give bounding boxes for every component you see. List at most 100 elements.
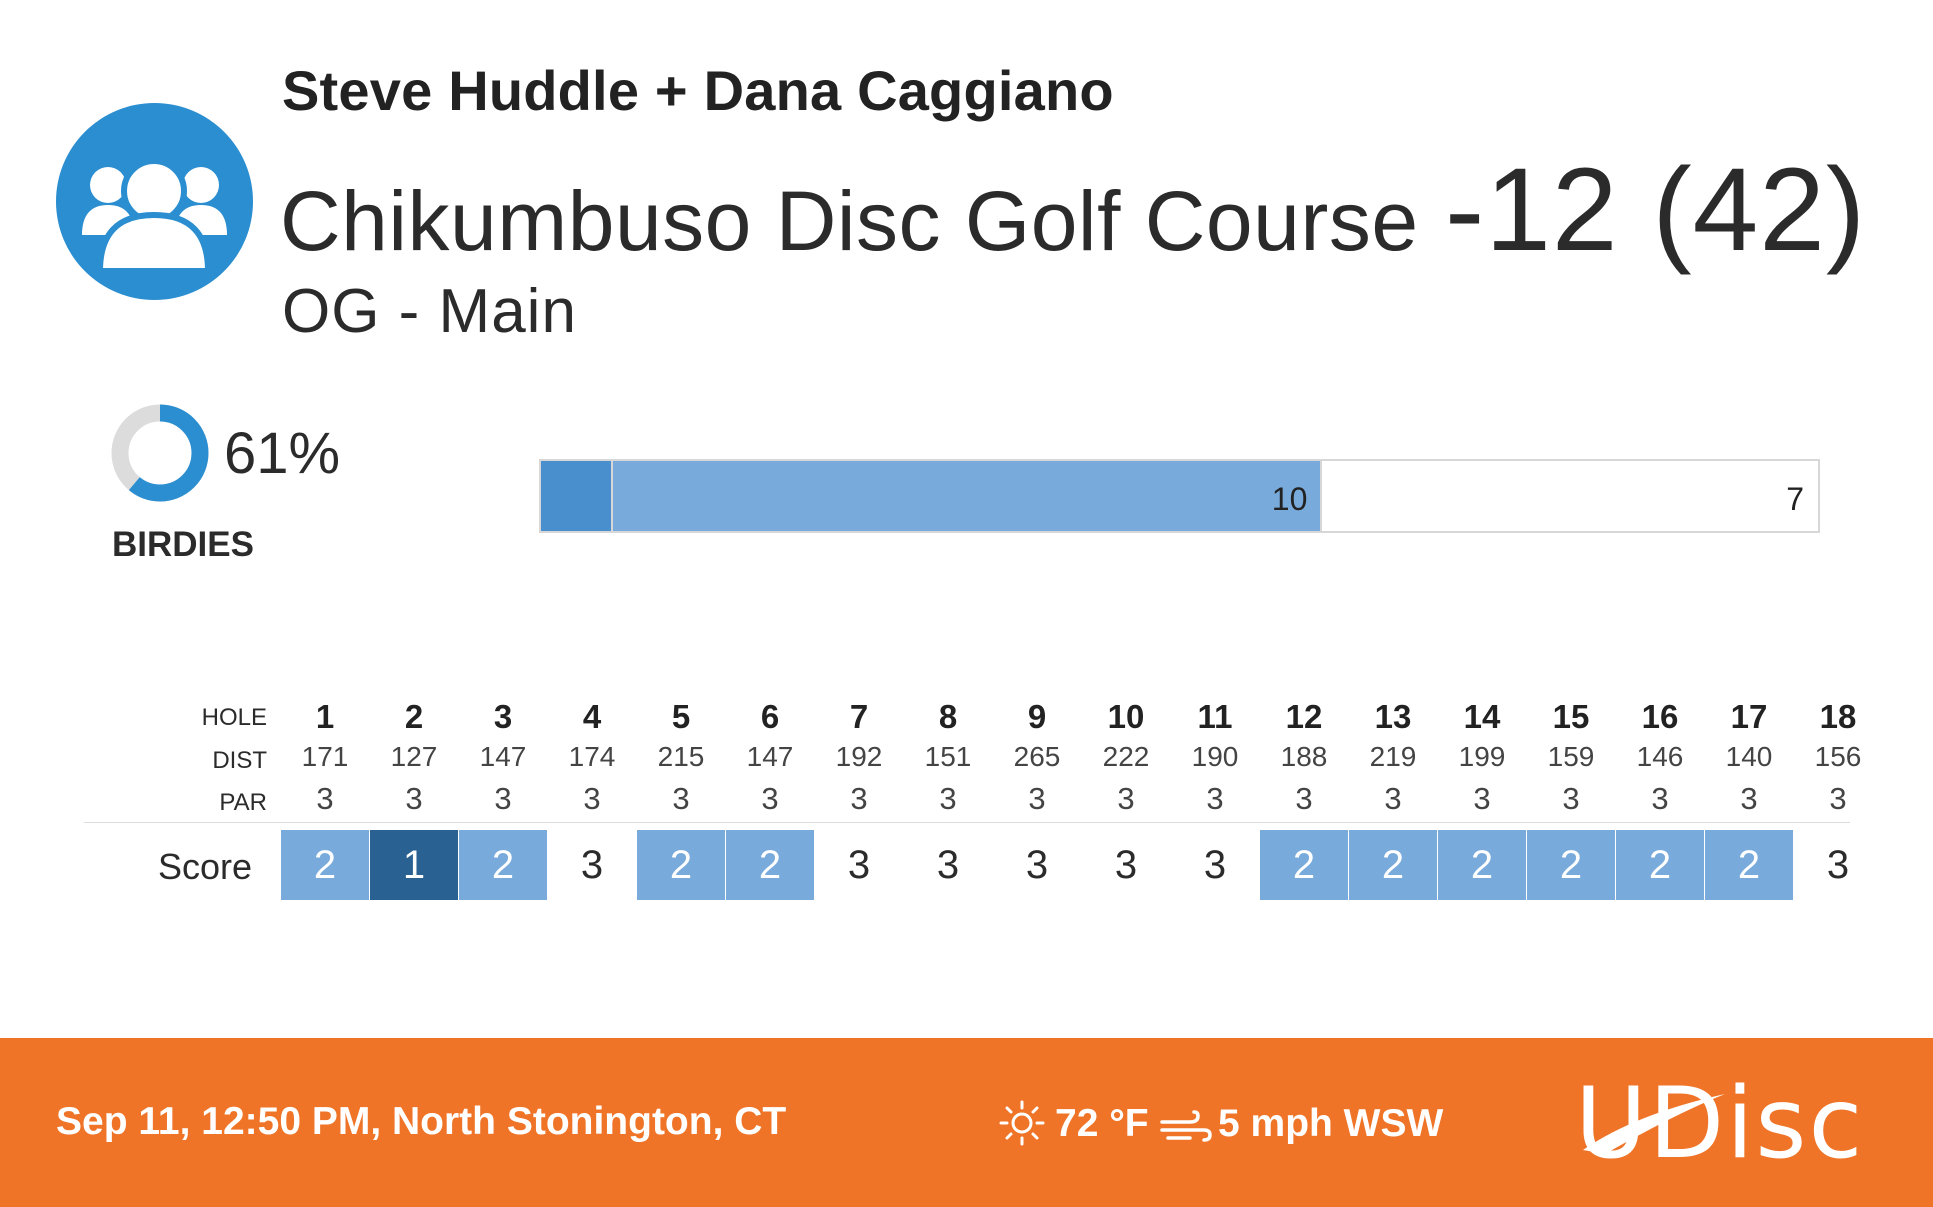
course-line: Chikumbuso Disc Golf Course -12 (42) [280,142,1866,276]
hole-number: 5 [671,698,691,735]
birdie-percentage: 61% [224,421,341,486]
score-row-label: Score [157,846,252,887]
birdies-label: BIRDIES [112,525,254,564]
hole-distance: 265 [1013,741,1061,772]
hole-par: 3 [1651,781,1669,816]
hole-distance: 159 [1547,741,1595,772]
hole-par: 3 [1740,781,1758,816]
hole-number: 11 [1197,698,1233,735]
hole-par: 3 [672,781,690,816]
bar-segment-separator [1320,461,1323,531]
hole-number: 7 [849,698,869,735]
hole-par: 3 [583,781,601,816]
hole-distance: 171 [301,741,349,772]
scorecard-divider [84,822,1850,823]
hole-distance: 147 [746,741,794,772]
hole-number: 18 [1819,698,1857,735]
hole-number: 1 [315,698,335,735]
hole-distance: 192 [835,741,883,772]
hole-par: 3 [761,781,779,816]
hole-row-label: HOLE [201,704,267,731]
donut-arc [111,404,209,502]
players-name: Steve Huddle + Dana Caggiano [282,59,1114,122]
hole-score: 3 [1203,843,1227,887]
hole-number: 17 [1730,698,1768,735]
udisc-logo-text: UDisc [1575,1067,1865,1181]
hole-distance: 140 [1725,741,1773,772]
hole-score: 2 [1705,830,1793,900]
hole-par: 3 [1028,781,1046,816]
hole-number: 6 [760,698,780,735]
hole-score: 2 [1349,830,1437,900]
hole-score: 3 [1826,843,1850,887]
hole-number: 2 [404,698,424,735]
hole-number: 14 [1463,698,1501,735]
score-distribution-bar: 10 7 [539,459,1820,533]
hole-number: 16 [1641,698,1679,735]
hole-par: 3 [1384,781,1402,816]
bar-segment-label: 7 [1786,481,1804,517]
hole-par: 3 [405,781,423,816]
hole-score: 2 [1438,830,1526,900]
hole-number: 3 [493,698,513,735]
hole-distance: 190 [1191,741,1239,772]
hole-score: 2 [1616,830,1704,900]
udisc-logo: UDisc [1575,1074,1885,1174]
date-location: Sep 11, 12:50 PM, North Stonington, CT [56,1100,787,1143]
hole-score: 2 [281,830,369,900]
disc-swoosh-icon [1583,1094,1725,1154]
hole-par: 3 [850,781,868,816]
course-name: Chikumbuso Disc Golf Course [280,174,1419,268]
hole-distance: 219 [1369,741,1417,772]
hole-score: 2 [726,830,814,900]
hole-score: 2 [1260,830,1348,900]
hole-distance: 127 [390,741,438,772]
hole-score: 3 [1114,843,1138,887]
wind-icon [1160,1110,1212,1142]
hole-distance: 156 [1814,741,1862,772]
group-avatar [56,103,253,300]
hole-distance: 151 [924,741,972,772]
hole-par: 3 [1206,781,1224,816]
group-users-icon [82,158,227,274]
hole-number: 9 [1027,698,1047,735]
dist-row-label: DIST [212,747,267,774]
hole-score: 1 [370,830,458,900]
hole-number: 15 [1552,698,1590,735]
wind-speed: 5 mph WSW [1218,1102,1444,1145]
hole-par: 3 [939,781,957,816]
bar-segment-birdie: 10 [611,461,1322,531]
hole-distance: 199 [1458,741,1506,772]
par-row-label: PAR [219,789,267,816]
hole-distance: 215 [657,741,705,772]
hole-score: 3 [847,843,871,887]
hole-score: 3 [936,843,960,887]
hole-number: 4 [582,698,602,735]
hole-par: 3 [1473,781,1491,816]
layout-name: OG - Main [282,277,577,346]
hole-par: 3 [1117,781,1135,816]
hole-number: 12 [1285,698,1323,735]
hole-number: 10 [1107,698,1145,735]
hole-number: 13 [1374,698,1412,735]
footer-bar [0,1038,1933,1207]
hole-score: 3 [1025,843,1049,887]
hole-par: 3 [1295,781,1313,816]
total-score: -12 (42) [1445,144,1867,276]
hole-score: 2 [1527,830,1615,900]
hole-par: 3 [1562,781,1580,816]
hole-score: 2 [459,830,547,900]
hole-distance: 188 [1280,741,1328,772]
bar-segment-par: 7 [1321,461,1818,531]
hole-number: 8 [938,698,958,735]
bar-segment-label: 10 [1271,481,1308,517]
hole-score: 3 [580,843,604,887]
birdie-donut [111,404,209,502]
hole-par: 3 [494,781,512,816]
bar-segment-separator [610,461,613,531]
sun-icon [999,1100,1045,1146]
temperature: 72 °F [1055,1102,1149,1145]
hole-distance: 146 [1636,741,1684,772]
bar-segment-ace [541,461,612,531]
hole-par: 3 [1829,781,1847,816]
